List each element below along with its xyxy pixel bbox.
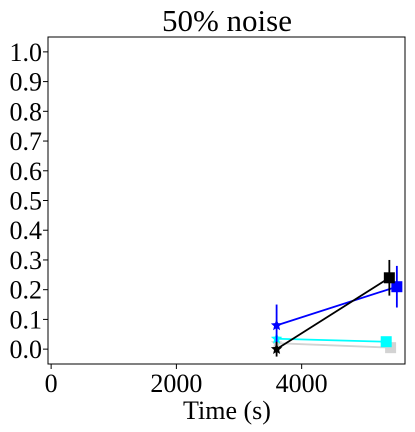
y-tick-label: 0.4 <box>10 216 43 245</box>
data-point-square <box>380 336 392 348</box>
data-point-square <box>385 342 397 354</box>
series-line <box>276 285 398 327</box>
y-tick-label: 0.5 <box>10 187 43 216</box>
y-tick-label: 0.0 <box>10 335 43 364</box>
axes: 0.00.10.20.30.40.50.60.70.80.91.0 0 2000 40… <box>10 36 406 398</box>
y-tick-label: 0.7 <box>10 127 43 156</box>
x-tick-label: 2000 <box>150 369 202 398</box>
series-1 <box>270 259 395 357</box>
y-tick-label: 1.0 <box>10 38 43 67</box>
data-point-star <box>270 343 283 354</box>
series-line <box>276 342 391 349</box>
data-marks <box>270 259 403 357</box>
x-axis-label: Time (s) <box>183 396 271 425</box>
data-point-star <box>270 319 283 331</box>
y-tick-label: 0.3 <box>10 246 43 275</box>
series-line <box>276 337 387 343</box>
y-tick-label: 0.8 <box>10 97 43 126</box>
y-tick-label: 0.2 <box>10 276 43 305</box>
series-0 <box>270 265 403 347</box>
y-tick-label: 0.1 <box>10 305 43 334</box>
plot-frame <box>47 36 406 365</box>
y-tick-label: 0.6 <box>10 157 43 186</box>
x-tick-label: 4000 <box>276 369 328 398</box>
data-point-square <box>383 272 395 284</box>
chart-title: 50% noise <box>162 3 292 38</box>
series-line <box>276 277 390 350</box>
y-tick-label: 0.9 <box>10 68 43 97</box>
data-point-square <box>391 281 403 293</box>
x-tick-label: 0 <box>45 369 58 398</box>
